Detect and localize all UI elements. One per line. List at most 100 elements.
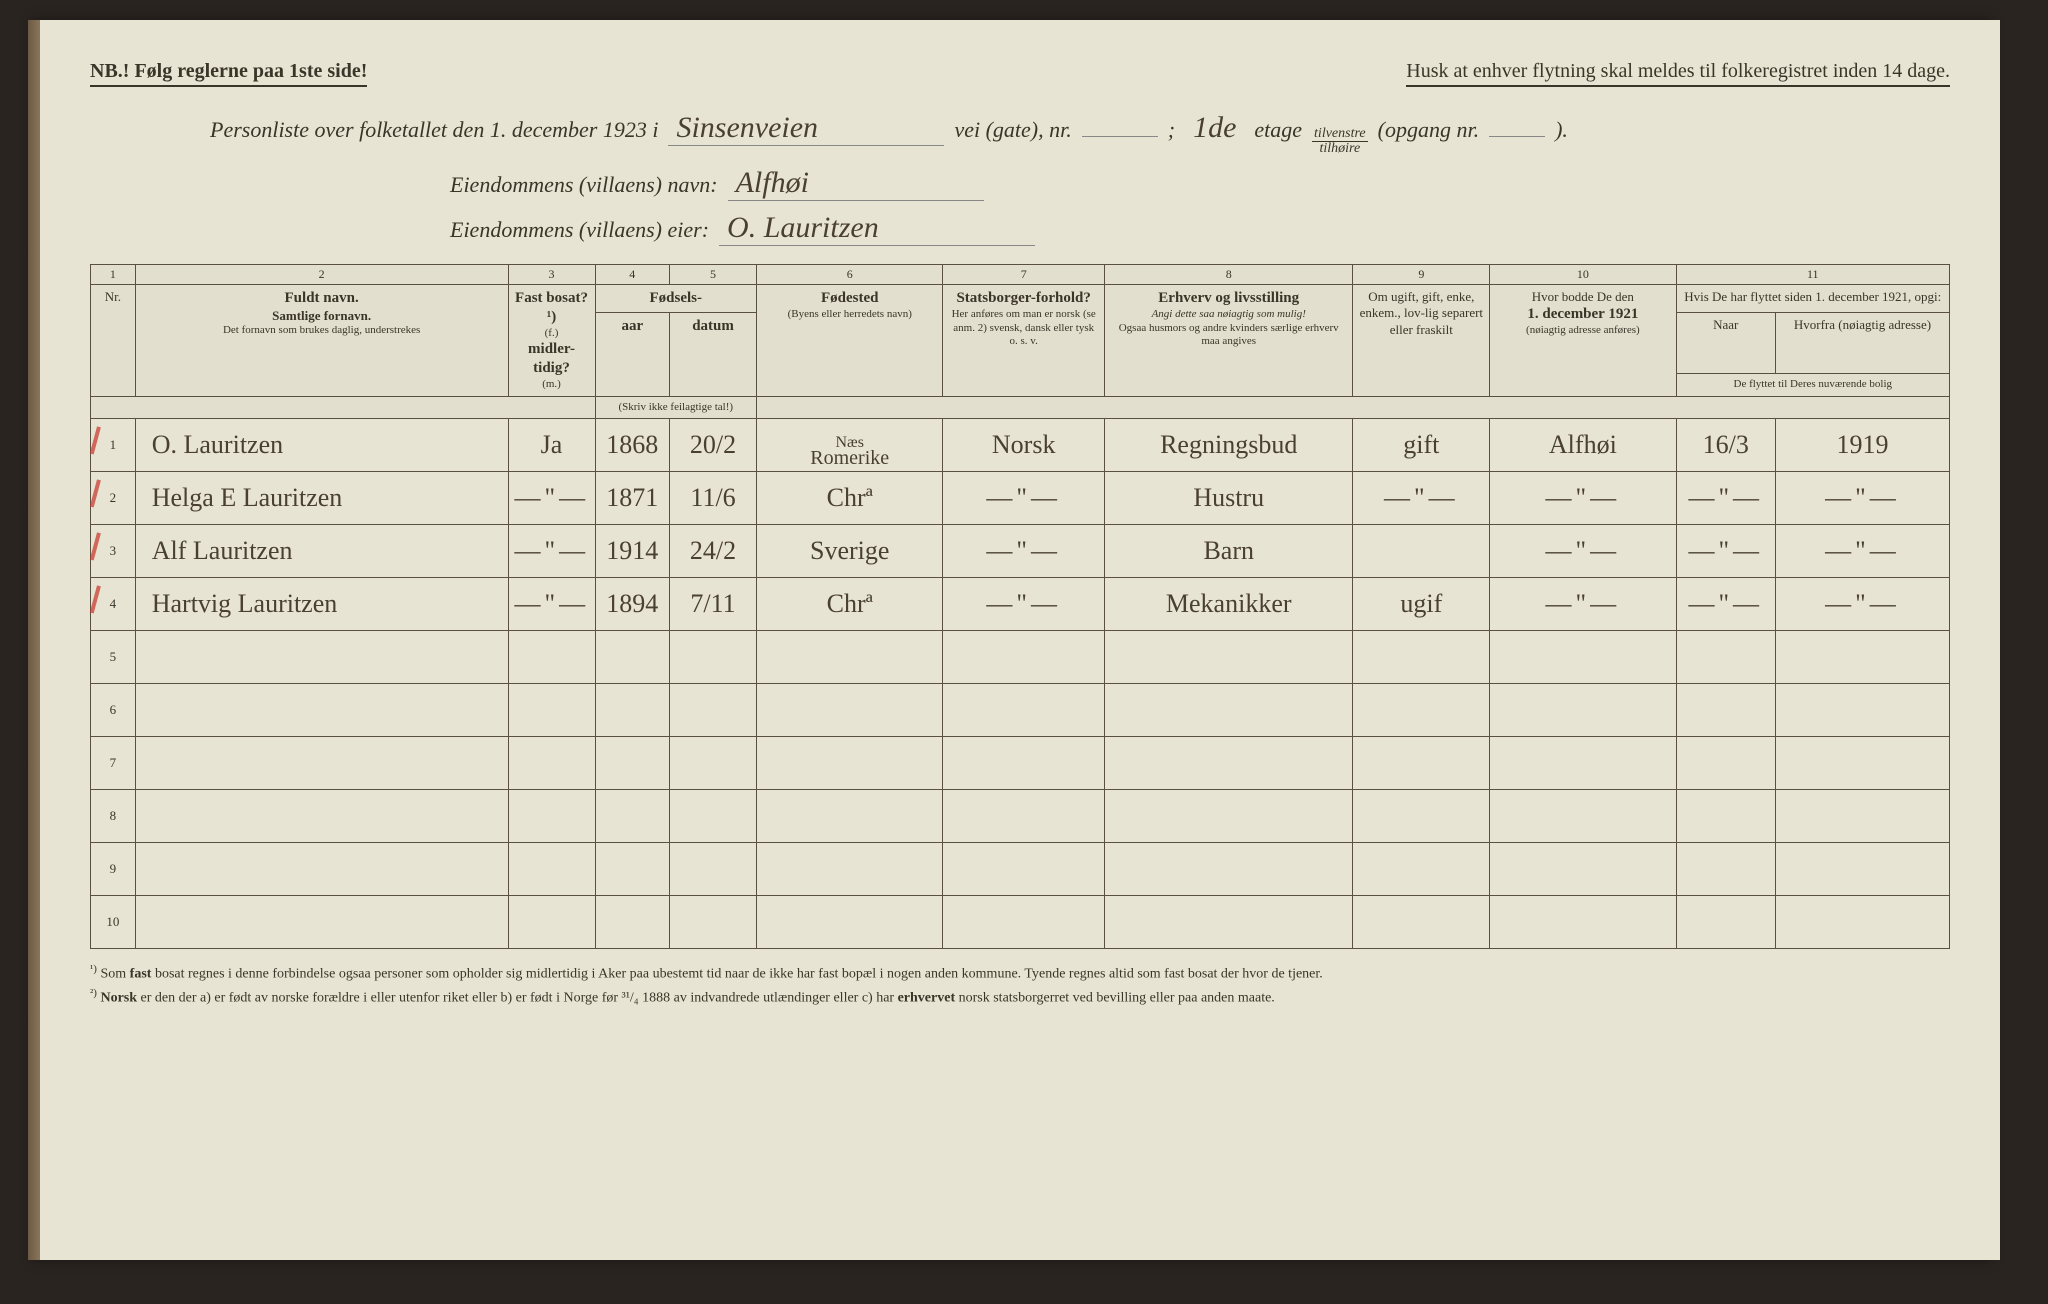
c2b: Samtlige fornavn. [142, 308, 502, 324]
col-bosat: Fast bosat?¹) (f.) midler-tidig? (m.) [508, 285, 595, 397]
row1-hvorfra: 1919 [1775, 419, 1949, 472]
row1-bosat: Ja [508, 419, 595, 472]
data-row-4: 4 Hartvig Lauritzen —"— 1894 7/11 Chrª —… [91, 578, 1950, 631]
c4: aar [602, 317, 664, 336]
row3-name: Alf Lauritzen [135, 525, 508, 578]
c8a: Erhverv og livsstilling [1111, 289, 1347, 308]
row3-sivil [1353, 525, 1490, 578]
header-row-1: Nr. Fuldt navn. Samtlige fornavn. Det fo… [91, 285, 1950, 313]
row4-nr: 4 [91, 578, 136, 631]
col-name: Fuldt navn. Samtlige fornavn. Det fornav… [135, 285, 508, 397]
h1b: vei (gate), nr. [954, 117, 1071, 143]
check-mark-icon [90, 586, 120, 619]
row1-statsb: Norsk [943, 419, 1105, 472]
row3-nr: 3 [91, 525, 136, 578]
row4-name: Hartvig Lauritzen [135, 578, 508, 631]
row1-sted: NæsRomerike [757, 419, 943, 472]
cn5: 5 [670, 265, 757, 285]
side-fraction: tilvenstre tilhøire [1312, 127, 1368, 156]
c10b: 1. december 1921 [1496, 305, 1669, 324]
row1-naar: 16/3 [1676, 419, 1775, 472]
col-sivil: Om ugift, gift, enke, enkem., lov-lig se… [1353, 285, 1490, 397]
check-mark-icon [90, 427, 120, 460]
row3-statsb: —"— [943, 525, 1105, 578]
cn6: 6 [757, 265, 943, 285]
c45a: Fødsels- [650, 290, 703, 306]
table-body: 1 O. Lauritzen Ja 1868 20/2 NæsRomerike … [91, 419, 1950, 949]
col-aar: aar [595, 312, 670, 396]
street-name: Sinsenveien [668, 111, 944, 146]
empty-row-5: 5 [91, 631, 1950, 684]
row4-statsb: —"— [943, 578, 1105, 631]
c8c: Ogsaa husmors og andre kvinders særlige … [1111, 322, 1347, 350]
cn4: 4 [595, 265, 670, 285]
row1-sivil: gift [1353, 419, 1490, 472]
street-nr [1082, 136, 1158, 137]
row2-name: Helga E Lauritzen [135, 472, 508, 525]
cn1: 1 [91, 265, 136, 285]
row3-datum: 24/2 [670, 525, 757, 578]
cn9: 9 [1353, 265, 1490, 285]
data-row-3: 3 Alf Lauritzen —"— 1914 24/2 Sverige —"… [91, 525, 1950, 578]
row2-naar: —"— [1676, 472, 1775, 525]
row4-bosat: —"— [508, 578, 595, 631]
header-row-tal: (Skriv ikke feilagtige tal!) [91, 396, 1950, 419]
row2-bosat: —"— [508, 472, 595, 525]
data-row-2: 2 Helga E Lauritzen —"— 1871 11/6 Chrª —… [91, 472, 1950, 525]
etage: 1de [1185, 111, 1244, 145]
row3-naar: —"— [1676, 525, 1775, 578]
row2-bodde: —"— [1490, 472, 1676, 525]
header-block: Personliste over folketallet den 1. dece… [210, 111, 1890, 246]
header-line-2: Eiendommens (villaens) navn: Alfhøi [450, 166, 1890, 201]
h1f: ). [1555, 117, 1568, 143]
c5: datum [676, 317, 750, 336]
cn2: 2 [135, 265, 508, 285]
c3d: (m.) [515, 378, 589, 392]
col-hvorfra: Hvorfra (nøiagtig adresse) [1775, 312, 1949, 373]
c3c: midler-tidig? [515, 340, 589, 378]
row2-erhverv: Hustru [1104, 472, 1353, 525]
cn7: 7 [943, 265, 1105, 285]
empty-row-9: 9 [91, 843, 1950, 896]
empty-row-8: 8 [91, 790, 1950, 843]
row2-datum: 11/6 [670, 472, 757, 525]
row2-aar: 1871 [595, 472, 670, 525]
h1a: Personliste over folketallet den 1. dece… [210, 117, 658, 143]
row3-bodde: —"— [1490, 525, 1676, 578]
row1-name: O. Lauritzen [135, 419, 508, 472]
footnote-1: ¹) Som fast Som fast bosat regnes i denn… [90, 961, 1950, 985]
c8b: Angi dette saa nøiagtig som mulig! [1111, 308, 1347, 322]
h1d: etage [1254, 117, 1302, 143]
c6b: (Byens eller herredets navn) [763, 308, 936, 322]
footnote-2: ²) Norsk er den der a) er født av norske… [90, 985, 1950, 1009]
row2-statsb: —"— [943, 472, 1105, 525]
h1e: (opgang nr. [1378, 117, 1479, 143]
empty-row-10: 10 [91, 896, 1950, 949]
c3b: (f.) [515, 327, 589, 341]
col-nr: Nr. [91, 285, 136, 397]
row3-aar: 1914 [595, 525, 670, 578]
row4-bodde: —"— [1490, 578, 1676, 631]
c6a: Fødested [763, 289, 936, 308]
row3-hvorfra: —"— [1775, 525, 1949, 578]
row3-sted: Sverige [757, 525, 943, 578]
h1c: ; [1168, 117, 1175, 143]
col-bodde: Hvor bodde De den 1. december 1921 (nøia… [1490, 285, 1676, 397]
row2-nr: 2 [91, 472, 136, 525]
row1-datum: 20/2 [670, 419, 757, 472]
header-line-3: Eiendommens (villaens) eier: O. Lauritze… [450, 211, 1890, 246]
check-mark-icon [90, 480, 120, 513]
top-instructions: NB.! Følg reglerne paa 1ste side! Husk a… [90, 60, 1950, 87]
cn8: 8 [1104, 265, 1353, 285]
row4-hvorfra: —"— [1775, 578, 1949, 631]
cn10: 10 [1490, 265, 1676, 285]
c10a: Hvor bodde De den [1496, 289, 1669, 305]
check-mark-icon [90, 533, 120, 566]
row2-sivil: —"— [1353, 472, 1490, 525]
col-flyttet-head: Hvis De har flyttet siden 1. december 19… [1676, 285, 1949, 313]
opgang [1489, 136, 1545, 137]
row4-sted: Chrª [757, 578, 943, 631]
row3-bosat: —"— [508, 525, 595, 578]
row1-nr: 1 [91, 419, 136, 472]
row2-hvorfra: —"— [1775, 472, 1949, 525]
